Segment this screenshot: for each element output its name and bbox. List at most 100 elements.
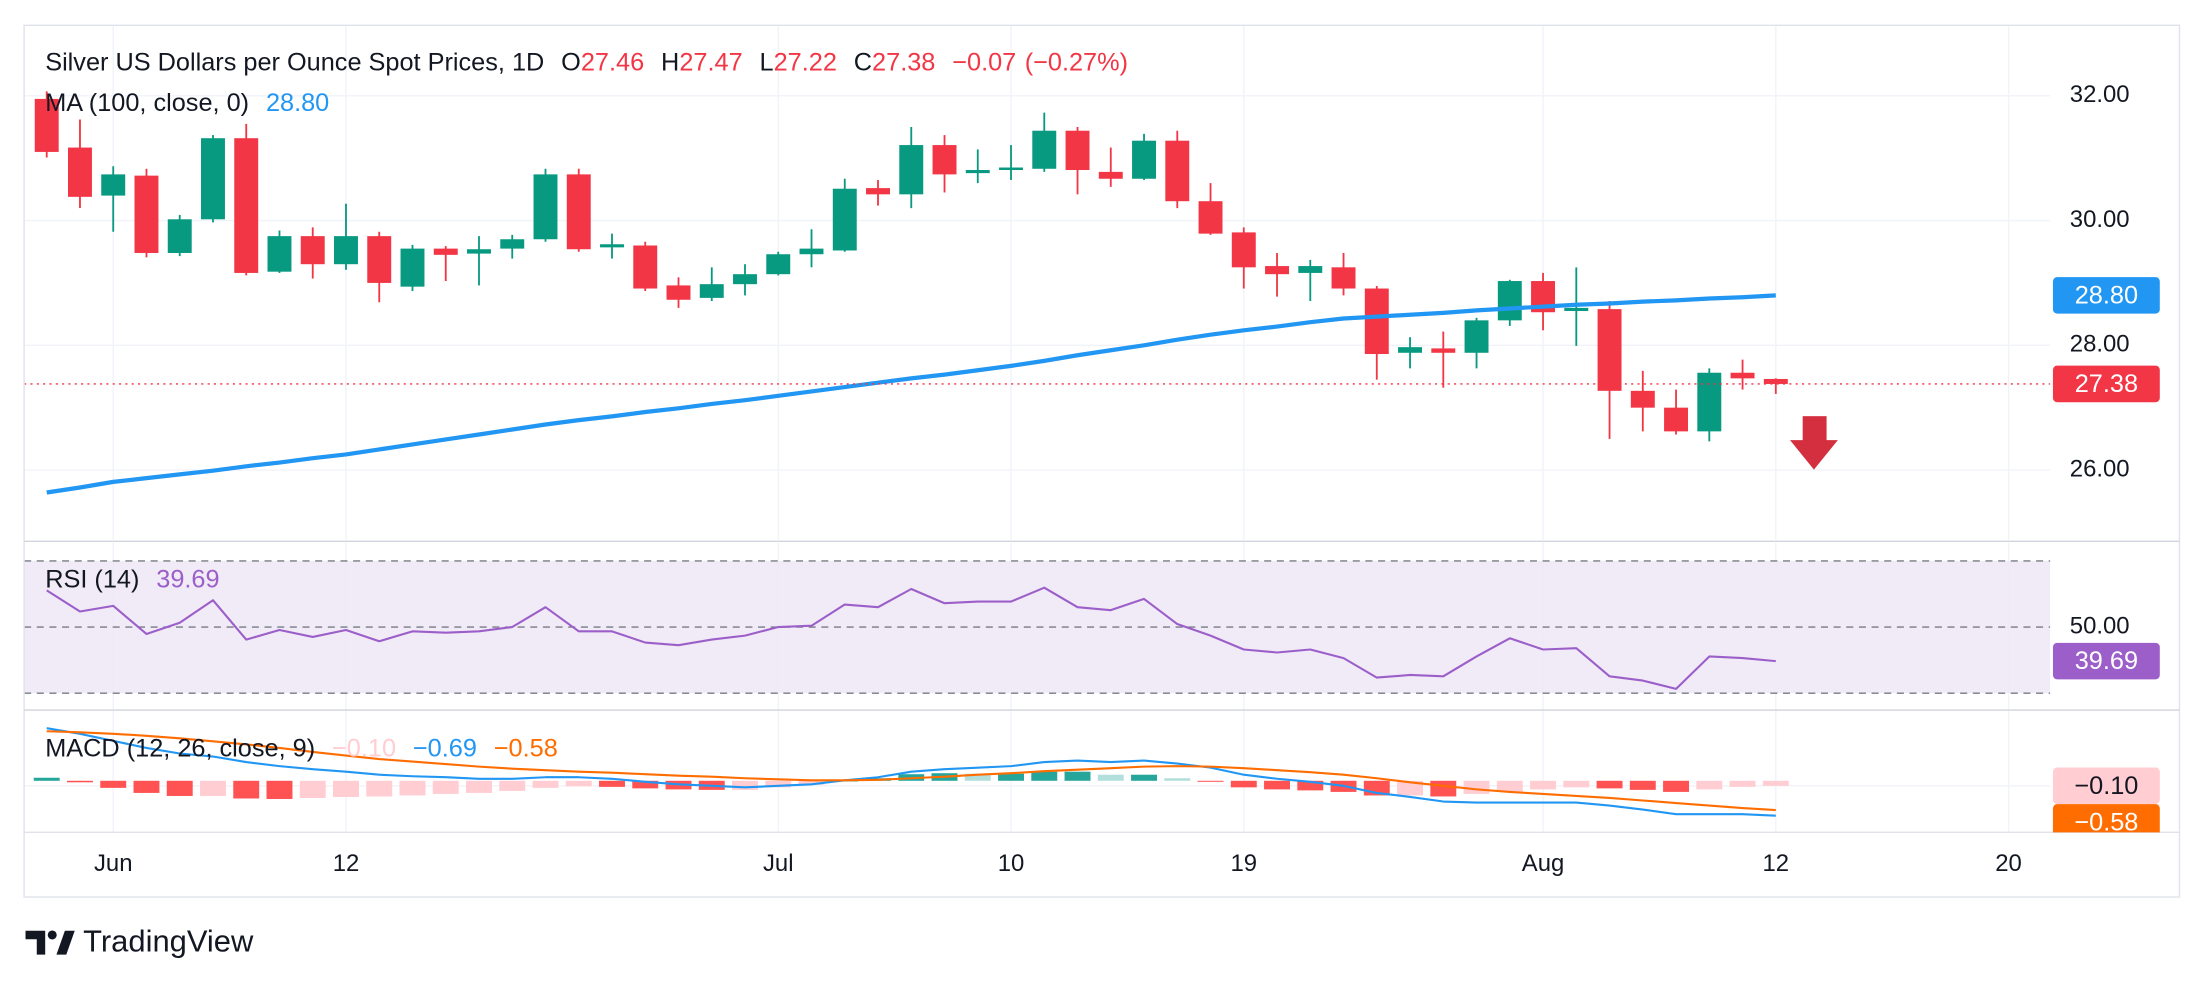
candle-body: [367, 236, 392, 283]
candle-body: [733, 274, 757, 285]
macd-legend-value: −0.10: [332, 734, 396, 762]
y-tick-label: 30.00: [2070, 206, 2130, 233]
price-legend: Silver US Dollars per Ounce Spot Prices,…: [45, 48, 1128, 76]
candle-body: [999, 167, 1023, 171]
histogram-bar: [599, 780, 625, 787]
legend-value: 27.47: [679, 48, 742, 76]
arrow-head: [1790, 440, 1838, 470]
histogram-bar: [399, 780, 426, 796]
candle-body: [400, 248, 425, 287]
candle-body: [633, 245, 658, 289]
rsi-legend-name: RSI (14): [45, 565, 139, 593]
badge-box: [2052, 804, 2160, 833]
legend-change: −0.07: [952, 48, 1016, 76]
candle-body: [1431, 348, 1456, 353]
histogram-bar: [1230, 780, 1257, 788]
badge-box: [2052, 767, 2160, 805]
histogram-bar: [133, 780, 160, 793]
histogram-bar: [798, 780, 825, 785]
legend-change-pct: (−0.27%): [1025, 48, 1128, 76]
candle-body: [1098, 171, 1123, 179]
y-tick-label: 28.00: [2070, 331, 2130, 358]
histogram-bar: [1297, 780, 1324, 791]
price-badge: 39.69: [2052, 642, 2160, 680]
histogram-bar: [233, 780, 260, 799]
legend-key: H: [661, 48, 679, 76]
candle-body: [832, 188, 857, 251]
candle-body: [533, 174, 558, 240]
candle-body: [899, 145, 924, 195]
histogram-bar: [1264, 780, 1291, 790]
ma-legend-value: 28.80: [266, 89, 329, 117]
histogram-bar: [200, 780, 226, 796]
candle-body: [1630, 390, 1655, 408]
histogram-bar: [532, 780, 559, 788]
legend-key: L: [760, 48, 774, 76]
candle-body: [1497, 281, 1522, 321]
macd-legend: MACD (12, 26, close, 9) −0.10 −0.69 −0.58: [45, 734, 558, 762]
histogram-bar: [1097, 774, 1124, 781]
candle-body: [1065, 130, 1090, 171]
histogram-bar: [1031, 771, 1058, 781]
price-badge: 27.38: [2052, 365, 2160, 403]
candle-body: [1564, 307, 1589, 311]
histogram-bar: [1496, 780, 1523, 792]
down-arrow-annotation: [1790, 416, 1838, 470]
badge-box: [2052, 365, 2160, 403]
x-tick-label: 20: [1995, 850, 2022, 877]
candle-body: [932, 145, 957, 175]
x-tick-label: 10: [998, 850, 1025, 877]
histogram-bar: [1530, 780, 1557, 790]
candle-body: [334, 236, 358, 265]
indicator-line: [46, 293, 1776, 495]
indicator-line: [46, 586, 1776, 690]
x-tick-label: 12: [1763, 850, 1790, 877]
candle-body: [1464, 320, 1489, 353]
candle-body: [866, 188, 890, 195]
candle-body: [600, 244, 624, 248]
histogram-bar: [166, 780, 193, 796]
histogram-bar: [67, 780, 93, 783]
candle-body: [1730, 372, 1755, 379]
candle-body: [500, 239, 525, 249]
candle-body: [1664, 407, 1689, 432]
histogram-bar: [1663, 780, 1690, 792]
candle-body: [1763, 378, 1788, 384]
rsi-legend: RSI (14) 39.69: [45, 565, 219, 593]
histogram-bar: [1131, 774, 1157, 781]
badge-label: 39.69: [2075, 647, 2138, 675]
candle-body: [134, 175, 159, 253]
indicator-line: [46, 727, 1776, 817]
legend-value: 27.22: [774, 48, 837, 76]
histogram-bar: [1696, 780, 1723, 790]
badge-label: −0.10: [2074, 772, 2138, 800]
candle-body: [1697, 372, 1722, 432]
candle-body: [1398, 347, 1423, 353]
histogram-bar: [1164, 778, 1191, 781]
histogram-bar: [466, 780, 492, 793]
chart-frame: [23, 24, 2181, 898]
candle-body: [267, 236, 292, 272]
histogram-bar: [765, 780, 792, 788]
candle-body: [1265, 266, 1290, 275]
histogram-bar: [1397, 780, 1424, 796]
labels-layer: Silver US Dollars per Ounce Spot Prices,…: [45, 48, 2160, 877]
candle-body: [1032, 130, 1057, 169]
histogram-bar: [632, 780, 659, 789]
candle-body: [666, 285, 691, 300]
candle-body: [1298, 266, 1323, 273]
y-tick-label: 50.00: [2070, 612, 2130, 639]
histogram-bar: [964, 773, 991, 781]
logo-mark: [56, 930, 75, 955]
histogram-bar: [1430, 780, 1457, 797]
logo-mark: [47, 930, 57, 940]
y-tick-label: 26.00: [2070, 455, 2130, 482]
ma-legend: MA (100, close, 0) 28.80: [45, 89, 329, 117]
candle-body: [34, 98, 59, 152]
candle-body: [699, 284, 724, 298]
marks-layer: [24, 91, 2051, 817]
rsi-legend-value: 39.69: [156, 565, 219, 593]
histogram-bar: [366, 780, 393, 797]
